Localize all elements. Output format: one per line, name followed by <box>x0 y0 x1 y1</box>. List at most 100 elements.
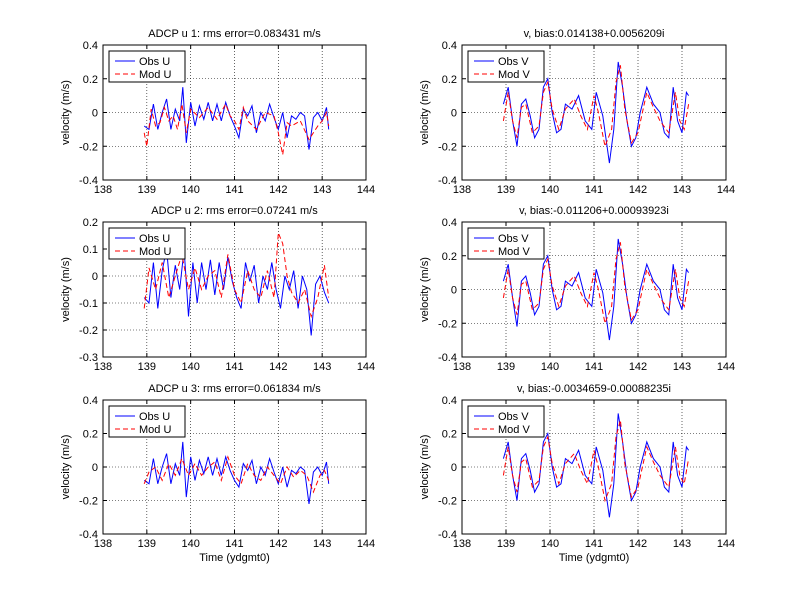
legend-box <box>108 50 186 83</box>
x-tick-label: 139 <box>497 538 515 550</box>
y-tick-label: 0.2 <box>442 429 457 441</box>
subplot-title: ADCP u 3: rms error=0.061834 m/s <box>148 383 321 395</box>
y-axis-label: velocity (m/s) <box>60 257 72 322</box>
x-tick-label: 140 <box>181 361 199 373</box>
axes-frame <box>461 399 727 535</box>
y-tick-label: -0.2 <box>438 496 457 508</box>
y-axis-label: velocity (m/s) <box>419 435 431 500</box>
subplot-1: 138 139 140 141 142 143 144 -0.4 -0.2 0 0.2 0.4 ADCP… <box>60 28 375 196</box>
x-axis-label: Time (ydgmt0) <box>199 552 270 564</box>
subplot-3: 138 139 140 141 142 143 144 -0.3 -0.2 -0.1 0 0.1 0.2… <box>60 205 375 373</box>
y-tick-label: -0.4 <box>79 175 98 187</box>
x-tick-label: 144 <box>357 361 375 373</box>
y-axis-label: velocity (m/s) <box>60 435 72 500</box>
x-tick-label: 139 <box>497 184 515 196</box>
y-tick-label: 0 <box>451 285 457 297</box>
x-tick-label: 138 <box>453 184 471 196</box>
axes-frame <box>102 399 367 535</box>
subplot-6: 138 139 140 141 142 143 144 -0.4 -0.2 0 0.2 0.4 v, b… <box>419 383 735 564</box>
legend-label: Mod V <box>498 424 530 436</box>
x-tick-label: 144 <box>717 184 735 196</box>
x-tick-label: 144 <box>357 538 375 550</box>
x-tick-label: 141 <box>585 184 603 196</box>
x-tick-label: 140 <box>541 361 559 373</box>
y-tick-label: 0.4 <box>442 40 457 52</box>
x-tick-label: 141 <box>225 538 243 550</box>
series-line-mod-v <box>502 242 690 326</box>
series-line-mod-u <box>143 455 330 494</box>
x-tick-label: 143 <box>673 361 691 373</box>
y-tick-label: 0 <box>451 108 457 120</box>
x-tick-label: 142 <box>629 184 647 196</box>
y-tick-label: 0.2 <box>442 251 457 263</box>
y-axis-label: velocity (m/s) <box>60 80 72 145</box>
x-tick-label: 141 <box>225 184 243 196</box>
legend-box <box>467 405 545 438</box>
y-tick-label: 0.4 <box>442 395 457 407</box>
x-tick-label: 143 <box>673 184 691 196</box>
x-tick-label: 138 <box>453 361 471 373</box>
subplot-title: ADCP u 2: rms error=0.07241 m/s <box>151 205 318 217</box>
x-tick-label: 140 <box>541 184 559 196</box>
axes-frame <box>102 44 367 181</box>
x-tick-label: 144 <box>717 361 735 373</box>
y-axis-label: velocity (m/s) <box>419 257 431 322</box>
legend-label: Obs U <box>139 411 170 423</box>
x-tick-label: 143 <box>673 538 691 550</box>
x-tick-label: 139 <box>138 184 156 196</box>
x-tick-label: 138 <box>94 361 112 373</box>
subplot-title: v, bias:-0.0034659-0.00088235i <box>517 383 671 395</box>
y-tick-label: 0 <box>92 271 98 283</box>
x-tick-label: 140 <box>181 184 199 196</box>
x-tick-label: 139 <box>138 361 156 373</box>
legend-label: Obs V <box>498 56 529 68</box>
x-axis-label: Time (ydgmt0) <box>559 552 630 564</box>
subplot-2: 138 139 140 141 142 143 144 -0.4 -0.2 0 0.2 0.4 v, b… <box>419 28 735 196</box>
x-tick-label: 142 <box>629 361 647 373</box>
y-tick-label: -0.4 <box>438 529 457 541</box>
y-axis-label: velocity (m/s) <box>419 80 431 145</box>
y-tick-label: 0.4 <box>83 395 98 407</box>
y-tick-label: 0.2 <box>442 74 457 86</box>
x-tick-label: 142 <box>269 184 287 196</box>
x-tick-label: 141 <box>585 538 603 550</box>
x-tick-label: 138 <box>453 538 471 550</box>
series-line-obs-v <box>502 413 690 518</box>
x-tick-label: 139 <box>138 538 156 550</box>
y-tick-label: 0.2 <box>83 429 98 441</box>
x-tick-label: 138 <box>94 184 112 196</box>
legend-label: Obs V <box>498 233 529 245</box>
y-tick-label: 0.4 <box>83 40 98 52</box>
x-tick-label: 142 <box>269 538 287 550</box>
x-tick-label: 141 <box>225 361 243 373</box>
legend-label: Mod U <box>139 424 171 436</box>
y-tick-label: -0.2 <box>438 141 457 153</box>
y-tick-label: 0 <box>451 462 457 474</box>
y-tick-label: -0.3 <box>79 352 98 364</box>
legend-label: Mod U <box>139 69 171 81</box>
subplot-title: v, bias:-0.011206+0.00093923i <box>519 205 669 217</box>
y-tick-label: 0 <box>92 108 98 120</box>
series-line-obs-v <box>502 238 690 341</box>
series-line-mod-v <box>502 65 690 149</box>
series-line-mod-u <box>143 232 330 319</box>
y-tick-label: -0.4 <box>79 529 98 541</box>
legend-label: Mod V <box>498 246 530 258</box>
x-tick-label: 141 <box>585 361 603 373</box>
x-tick-label: 143 <box>313 361 331 373</box>
legend-label: Obs U <box>139 233 170 245</box>
y-tick-label: -0.2 <box>79 141 98 153</box>
x-tick-label: 142 <box>269 361 287 373</box>
legend-box <box>467 227 545 260</box>
y-tick-label: 0.1 <box>83 244 98 256</box>
subplot-4: 138 139 140 141 142 143 144 -0.4 -0.2 0 0.2 0.4 v, b… <box>419 205 735 373</box>
y-tick-label: 0 <box>92 462 98 474</box>
legend-box <box>467 50 545 83</box>
x-tick-label: 142 <box>629 538 647 550</box>
legend-box <box>108 227 186 260</box>
